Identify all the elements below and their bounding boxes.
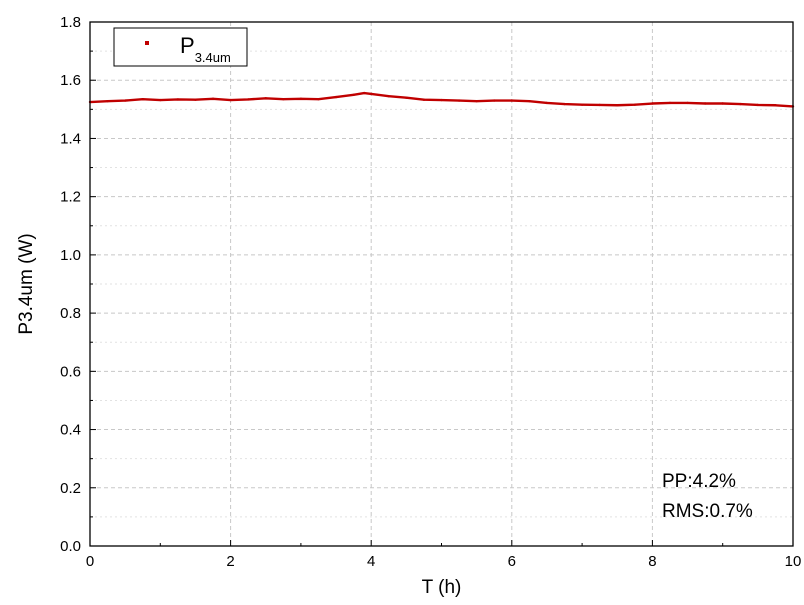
x-tick-label-2: 4 [367,553,375,570]
data-point-0-5 [176,98,180,101]
legend-label: P3.4um [180,33,231,65]
series-line-0 [89,91,794,108]
data-point-0-15 [352,93,355,96]
legend-main: P [180,33,195,58]
data-point-0-3 [141,97,144,101]
data-point-0-31 [616,104,619,107]
legend: P3.4um [113,27,248,67]
legend-box [113,27,248,67]
x-tick-label-1: 2 [226,553,234,570]
y-tick-label-5: 1.0 [60,247,81,264]
y-tick-label-6: 1.2 [60,189,81,206]
data-point-0-34 [668,101,672,105]
x-tick-label-5: 10 [785,553,802,570]
data-point-0-20 [422,98,426,101]
data-point-0-2 [123,99,127,102]
data-point-0-11 [282,97,285,101]
data-point-0-13 [317,97,320,101]
data-point-0-19 [405,96,408,99]
y-axis-ticks: 0.0 0.2 0.4 0.6 0.8 1.0 1.2 1.4 1.6 1.8 [60,14,96,555]
annotation-pp: PP:4.2% [662,471,736,492]
data-point-0-30 [598,103,601,107]
data-point-0-37 [721,102,724,105]
data-point-0-17 [370,92,373,96]
data-point-0-7 [211,97,215,101]
data-point-0-16 [362,91,366,95]
data-point-0-27 [545,101,549,105]
data-point-0-18 [387,95,390,98]
y-tick-label-7: 1.4 [60,130,81,147]
grid-lines [90,22,793,546]
data-point-0-12 [299,97,303,101]
legend-subscript: 3.4um [195,50,231,65]
x-axis-ticks: 0 2 4 6 8 10 [86,540,802,570]
x-tick-label-4: 8 [648,553,656,570]
series-layer [88,91,795,108]
x-tick-label-0: 0 [86,553,94,570]
data-point-0-14 [334,95,338,99]
data-point-0-1 [106,99,109,103]
data-point-0-8 [229,98,232,102]
data-point-0-22 [457,99,461,102]
legend-marker [145,41,149,45]
data-point-0-28 [563,102,566,106]
x-axis-label: T (h) [422,577,462,598]
data-point-0-4 [159,98,162,102]
y-axis-label: P3.4um (W) [16,233,37,334]
data-point-0-35 [686,101,689,105]
x-tick-label-3: 6 [508,553,516,570]
data-point-0-38 [739,102,742,106]
data-point-0-40 [774,104,777,107]
data-point-0-36 [703,102,707,105]
y-tick-label-0: 0.0 [60,538,81,555]
data-point-0-10 [264,97,267,100]
data-point-0-21 [440,98,443,102]
data-point-0-29 [580,103,584,106]
data-point-0-33 [651,102,654,105]
y-tick-label-9: 1.8 [60,14,81,31]
data-point-0-25 [510,99,513,102]
y-tick-label-1: 0.2 [60,480,81,497]
data-point-0-32 [633,103,637,106]
data-point-0-24 [493,99,496,102]
data-point-0-26 [528,99,531,103]
data-point-0-9 [246,98,250,101]
y-tick-label-8: 1.6 [60,72,81,89]
data-point-0-6 [194,98,197,101]
y-tick-label-3: 0.6 [60,363,81,380]
annotation-rms: RMS:0.7% [662,501,753,522]
data-point-0-39 [756,103,760,107]
data-point-0-23 [475,99,478,103]
y-tick-label-4: 0.8 [60,305,81,322]
y-tick-label-2: 0.4 [60,422,81,439]
